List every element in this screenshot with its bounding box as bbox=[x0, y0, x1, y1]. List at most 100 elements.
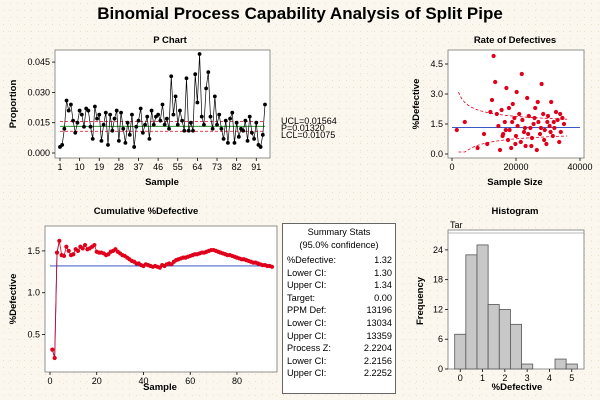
cumulative-chart-xlabel: Sample bbox=[143, 382, 177, 393]
rate-chart-point bbox=[502, 119, 507, 125]
summary-row: Upper CI: 2.2252 bbox=[283, 367, 395, 380]
summary-row-label: Process Z: bbox=[287, 343, 331, 354]
rate-chart-point bbox=[496, 123, 501, 129]
cumulative-chart-xtick-label: 40 bbox=[138, 376, 148, 386]
p-chart-point bbox=[71, 118, 75, 123]
histogram-bar bbox=[521, 363, 534, 370]
cumulative-chart-point bbox=[50, 347, 55, 352]
cumulative-chart-point bbox=[61, 253, 67, 259]
p-chart-ytick-label: 0.045 bbox=[27, 57, 50, 67]
summary-row-label: Upper CI: bbox=[287, 368, 327, 379]
p-chart-point bbox=[60, 143, 65, 147]
rate-chart-upper-limit bbox=[458, 91, 568, 120]
cumulative-chart-ytick-label: 1.5 bbox=[27, 246, 40, 256]
rate-chart-point bbox=[500, 133, 505, 139]
rate-chart-ytick-label: 0.0 bbox=[430, 149, 443, 159]
summary-row-value: 1.30 bbox=[374, 267, 392, 278]
p-chart-point bbox=[119, 110, 123, 115]
cumulative-chart-ytick-label: 1.0 bbox=[27, 288, 40, 298]
p-chart-axes: 0.000 0.015 0.030 0.045 1 10 19 28 37 46 55 64 73 82 9… bbox=[27, 57, 261, 172]
rate-chart-point bbox=[510, 119, 515, 125]
p-chart-point bbox=[243, 118, 248, 123]
rate-chart-point bbox=[518, 139, 523, 145]
rate-chart-plot-area bbox=[447, 49, 585, 159]
histogram-xtick-label: 2 bbox=[502, 373, 507, 383]
p-chart-point bbox=[199, 114, 204, 119]
p-chart-point bbox=[88, 124, 93, 129]
summary-row-value: 1.32 bbox=[374, 255, 392, 265]
p-chart-point bbox=[75, 120, 80, 125]
rate-chart-point bbox=[505, 137, 511, 143]
p-chart-point bbox=[77, 108, 82, 113]
p-chart-point bbox=[236, 134, 241, 139]
rate-chart-point bbox=[558, 129, 563, 135]
p-chart-point bbox=[123, 140, 128, 145]
cumulative-chart-ylabel: %Defective bbox=[8, 274, 19, 325]
p-chart-point bbox=[206, 70, 211, 75]
p-chart-point bbox=[79, 112, 84, 117]
main-title: Binomial Process Capability Analysis of … bbox=[97, 4, 503, 23]
rate-chart-point bbox=[537, 131, 543, 137]
p-chart-ylabel: Proportion bbox=[8, 80, 19, 129]
summary-title: Summary Stats bbox=[307, 227, 371, 237]
rate-chart-point bbox=[509, 145, 514, 151]
summary-row-label: %Defective: bbox=[287, 255, 337, 265]
p-chart-point bbox=[66, 108, 71, 113]
rate-chart-point bbox=[526, 131, 531, 137]
p-chart-point bbox=[103, 110, 108, 115]
p-chart-point bbox=[151, 122, 156, 127]
p-chart-xtick-label: 1 bbox=[57, 162, 62, 172]
p-chart-point bbox=[173, 94, 178, 99]
rate-chart-ytick-label: 3.0 bbox=[430, 89, 443, 99]
cumulative-chart-title: Cumulative %Defective bbox=[94, 206, 199, 217]
rate-chart-point bbox=[504, 85, 509, 91]
p-chart-xtick-label: 82 bbox=[232, 162, 242, 172]
cumulative-chart-point bbox=[75, 248, 81, 254]
summary-row-value: 1.34 bbox=[374, 280, 392, 291]
cumulative-chart-xtick-label: 60 bbox=[185, 376, 195, 386]
p-chart-point bbox=[164, 116, 169, 121]
cumulative-chart-axes: 0.5 1.0 1.5 0 20 40 60 80 bbox=[27, 246, 241, 386]
p-chart-series bbox=[58, 52, 267, 149]
p-chart-point bbox=[99, 138, 104, 143]
summary-row-value: 13359 bbox=[366, 330, 392, 341]
summary-row-value: 2.2204 bbox=[363, 343, 392, 354]
p-chart-point bbox=[250, 130, 254, 135]
summary-row: %Defective: 1.32 bbox=[283, 254, 395, 267]
rate-chart-xtick-label: 20000 bbox=[503, 162, 528, 172]
p-chart-point bbox=[110, 128, 115, 133]
p-chart-point bbox=[217, 112, 222, 117]
p-chart-point bbox=[193, 72, 198, 77]
cumulative-chart-point bbox=[80, 246, 85, 251]
p-chart-point bbox=[127, 132, 132, 137]
p-chart-xtick-label: 46 bbox=[153, 162, 163, 172]
summary-row: Upper CI: 13359 bbox=[283, 330, 395, 343]
summary-stats-box: Summary Stats (95.0% confidence) %Defect… bbox=[282, 223, 396, 394]
rate-chart-point bbox=[514, 89, 519, 95]
p-chart-point bbox=[95, 116, 99, 121]
histogram-corner-label: Tar bbox=[450, 220, 463, 230]
rate-chart-point bbox=[545, 113, 551, 119]
cumulative-chart-point bbox=[57, 238, 62, 243]
summary-row-value: 2.2156 bbox=[363, 355, 392, 366]
rate-chart-point bbox=[560, 115, 565, 121]
rate-chart-point bbox=[548, 129, 553, 135]
p-chart-point bbox=[197, 52, 202, 56]
rate-chart-point bbox=[535, 99, 540, 105]
p-chart-point bbox=[219, 126, 224, 131]
rate-chart-title: Rate of Defectives bbox=[474, 35, 556, 46]
p-chart-xtick-label: 10 bbox=[75, 162, 85, 172]
p-chart-point bbox=[212, 94, 217, 99]
p-chart-center-label: P=0.01320 bbox=[281, 123, 325, 133]
p-chart-point bbox=[241, 128, 246, 133]
rate-chart-xlabel: Sample Size bbox=[487, 177, 542, 188]
cumulative-chart-point bbox=[269, 264, 275, 269]
cumulative-chart-point bbox=[52, 355, 57, 361]
histogram-xtick-label: 1 bbox=[480, 373, 485, 383]
summary-row: PPM Def: 13196 bbox=[283, 304, 395, 317]
rate-chart-point bbox=[551, 119, 556, 125]
rate-chart-point bbox=[507, 127, 512, 133]
rate-chart-point bbox=[561, 121, 567, 127]
p-chart-point bbox=[69, 102, 73, 107]
